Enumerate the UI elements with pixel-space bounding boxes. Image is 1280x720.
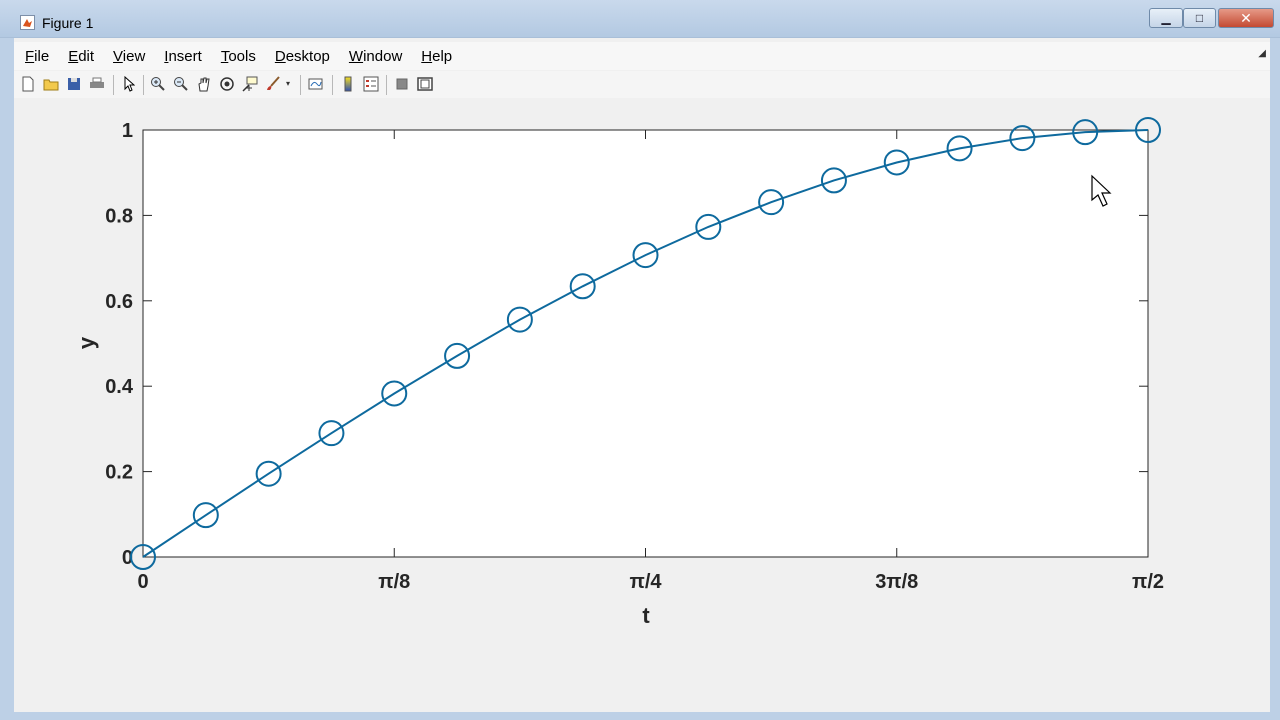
maximize-icon: □: [1195, 11, 1204, 25]
new-figure-icon[interactable]: [20, 76, 36, 92]
zoom-out-icon[interactable]: [173, 76, 189, 92]
menu-window[interactable]: Window: [348, 47, 403, 65]
menu-desktop[interactable]: Desktop: [274, 47, 330, 65]
menu-view[interactable]: View: [113, 47, 146, 65]
close-icon: ✕: [1240, 9, 1252, 26]
save-figure-icon[interactable]: [66, 76, 82, 92]
open-file-icon[interactable]: [43, 76, 59, 92]
menu-file[interactable]: File: [25, 47, 50, 65]
pan-icon[interactable]: [196, 76, 212, 92]
window-title: Figure 1: [42, 15, 94, 31]
brush-icon[interactable]: [265, 76, 281, 92]
print-figure-icon[interactable]: [89, 76, 105, 92]
menu-edit[interactable]: Edit: [68, 47, 95, 65]
insert-colorbar-icon[interactable]: [340, 76, 356, 92]
menu-help[interactable]: Help: [421, 47, 453, 65]
window-frame-right: [1270, 38, 1280, 720]
window-titlebar: Figure 1 ▁ □ ✕: [0, 0, 1280, 38]
minimize-button[interactable]: ▁: [1149, 8, 1183, 28]
menu-bar: File Edit View Insert Tools Desktop Wind…: [14, 42, 1270, 70]
menu-insert[interactable]: Insert: [164, 47, 202, 65]
close-button[interactable]: ✕: [1218, 8, 1274, 28]
window-frame-bottom: [0, 712, 1280, 720]
edit-plot-icon[interactable]: [121, 76, 137, 92]
link-plot-icon[interactable]: [308, 76, 324, 92]
data-cursor-icon[interactable]: [242, 76, 258, 92]
maximize-button[interactable]: □: [1183, 8, 1216, 28]
zoom-in-icon[interactable]: [150, 76, 166, 92]
menu-tools[interactable]: Tools: [220, 47, 256, 65]
matlab-figure-icon: [20, 15, 35, 30]
figure-canvas: [14, 98, 1270, 712]
hide-plot-tools-icon[interactable]: [394, 76, 410, 92]
dock-arrow-icon[interactable]: ◢: [1258, 48, 1266, 59]
insert-legend-icon[interactable]: [363, 76, 379, 92]
minimize-icon: ▁: [1161, 11, 1171, 25]
brush-dropdown-icon[interactable]: ▾: [285, 79, 290, 88]
show-plot-tools-icon[interactable]: [417, 76, 433, 92]
rotate-3d-icon[interactable]: [219, 76, 235, 92]
window-frame-left: [0, 38, 14, 720]
figure-toolbar: ▾: [14, 71, 1270, 99]
